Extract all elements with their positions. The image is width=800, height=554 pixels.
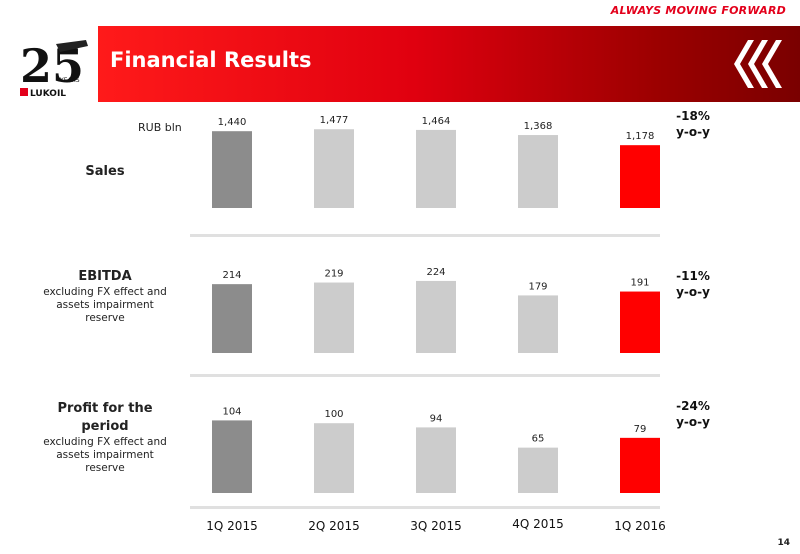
row-subtitle: excluding FX effect and assets impairmen…: [43, 286, 167, 324]
bar-1-1: [212, 131, 252, 208]
row-title: EBITDA: [78, 269, 132, 284]
data-label: 1,477: [320, 115, 349, 126]
page-title: Financial Results: [110, 48, 312, 72]
logo-badge-icon: [20, 88, 28, 96]
data-label: 191: [630, 278, 649, 289]
bar-2-5: [620, 291, 660, 353]
data-label: 224: [426, 267, 445, 278]
data-label: 1,464: [422, 116, 451, 127]
data-label: 65: [532, 434, 545, 445]
unit-label: RUB bln: [138, 121, 182, 134]
data-label: 219: [324, 269, 343, 280]
logo-text: LUKOIL: [30, 89, 66, 99]
bar-3-4: [518, 447, 558, 493]
bar-2-4: [518, 295, 558, 353]
bar-3-3: [416, 427, 456, 493]
data-label: 1,178: [626, 131, 655, 142]
bar-2-1: [212, 284, 252, 353]
change-ebitda: -11% y-o-y: [668, 268, 718, 300]
row-divider: [190, 506, 660, 509]
x-tick-label: 4Q 2015: [512, 517, 563, 531]
chevrons-left-icon: [734, 40, 782, 88]
data-label: 79: [634, 424, 647, 435]
x-tick-label: 2Q 2015: [308, 519, 359, 533]
change-value: -24%: [676, 399, 710, 413]
row-label-sales: Sales: [40, 163, 170, 181]
bar-1-3: [416, 129, 456, 208]
change-sales: -18% y-o-y: [668, 108, 718, 140]
change-note: y-o-y: [676, 415, 710, 429]
bar-3-2: [314, 423, 354, 493]
data-label: 1,440: [218, 117, 247, 128]
change-note: y-o-y: [676, 125, 710, 139]
bar-2-3: [416, 280, 456, 353]
logo-derrick-icon: [56, 40, 88, 52]
row-title: Sales: [85, 164, 125, 179]
data-label: 179: [528, 281, 547, 292]
tagline: ALWAYS MOVING FORWARD: [610, 4, 786, 17]
change-value: -18%: [676, 109, 710, 123]
row-label-ebitda: EBITDA excluding FX effect and assets im…: [40, 268, 170, 325]
data-label: 1,368: [524, 121, 553, 132]
change-profit: -24% y-o-y: [668, 398, 718, 430]
data-label: 104: [222, 406, 241, 417]
bar-3-1: [212, 420, 252, 493]
data-label: 94: [430, 413, 443, 424]
header-band: Financial Results: [98, 26, 800, 102]
logo-years-word: YEARS: [59, 77, 80, 84]
x-tick-label: 3Q 2015: [410, 519, 461, 533]
data-label: 214: [222, 270, 241, 281]
bar-1-5: [620, 145, 660, 208]
bar-3-5: [620, 437, 660, 493]
change-value: -11%: [676, 269, 710, 283]
row-title: Profit for the period: [57, 401, 153, 434]
bar-1-2: [314, 129, 354, 208]
row-divider: [190, 234, 660, 237]
data-label: 100: [324, 409, 343, 420]
row-label-profit: Profit for the period excluding FX effec…: [40, 400, 170, 475]
change-note: y-o-y: [676, 285, 710, 299]
page-number: 14: [777, 538, 790, 548]
x-tick-label: 1Q 2016: [614, 519, 665, 533]
x-tick-label: 1Q 2015: [206, 519, 257, 533]
row-divider: [190, 374, 660, 377]
bar-2-2: [314, 282, 354, 353]
row-subtitle: excluding FX effect and assets impairmen…: [43, 436, 167, 474]
bar-1-4: [518, 135, 558, 208]
lukoil-logo: 25 YEARS LUKOIL: [20, 39, 88, 99]
